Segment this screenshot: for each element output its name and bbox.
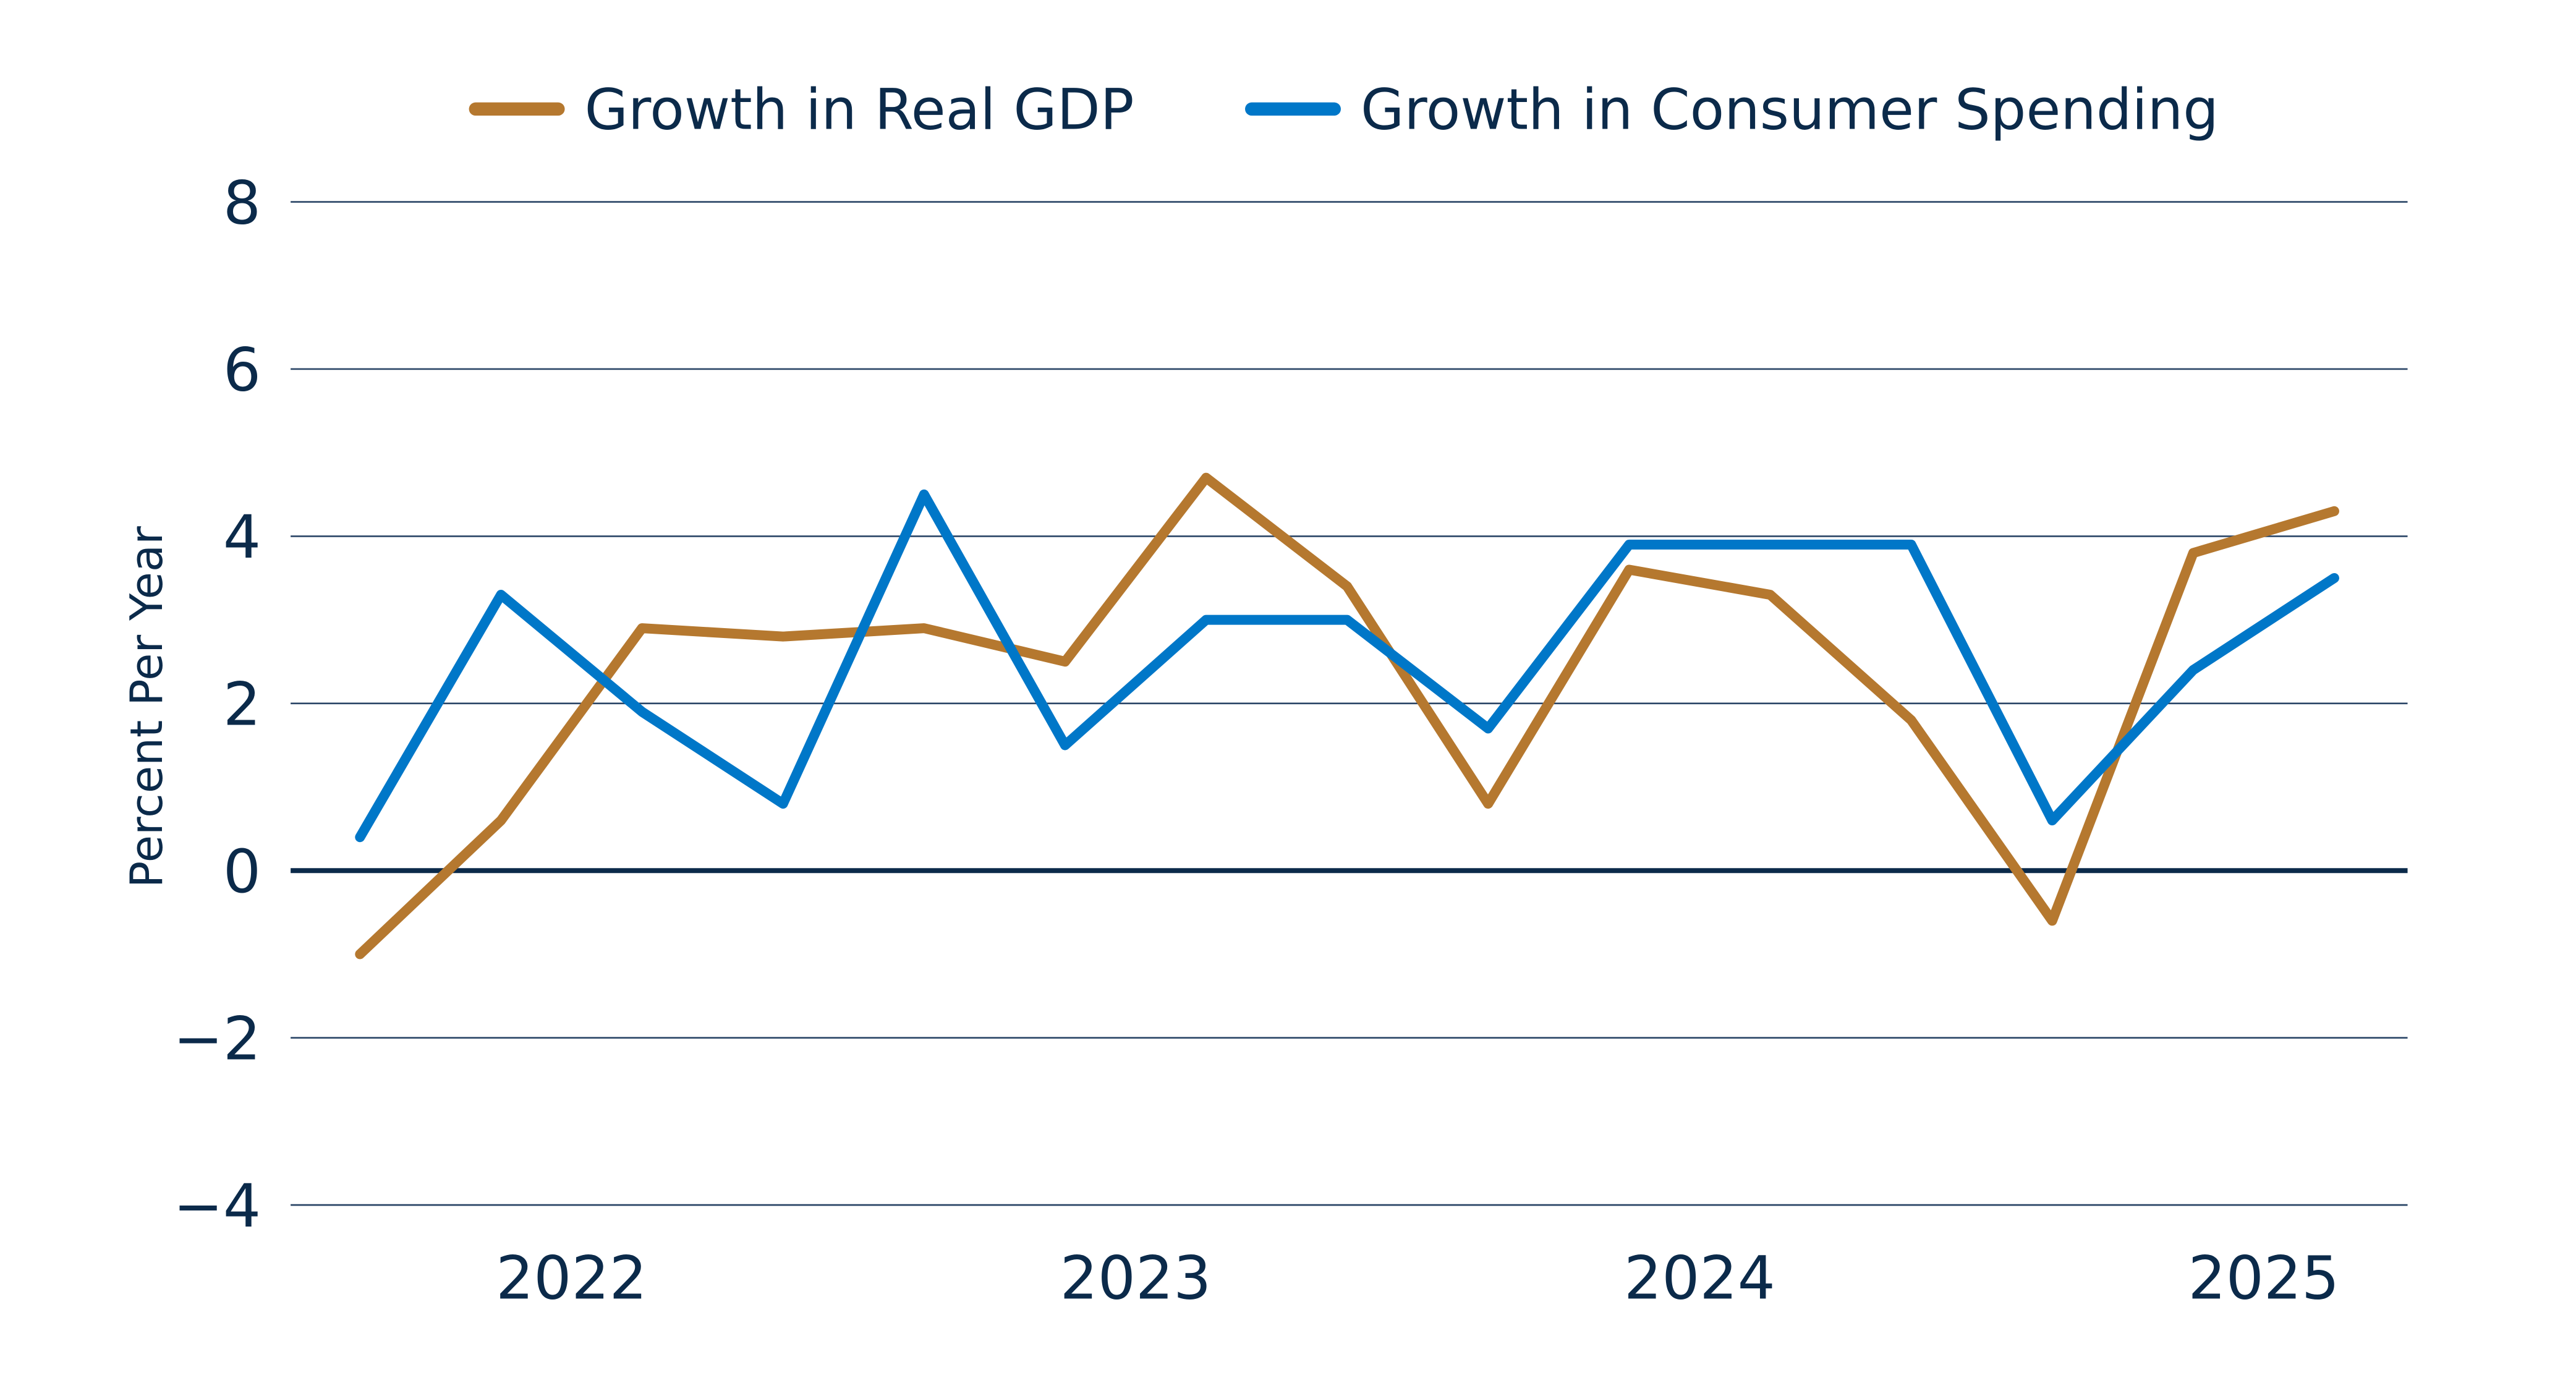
y-tick-label: −2 [173, 1004, 261, 1073]
data-point [1629, 569, 1630, 570]
y-tick-label: −4 [173, 1172, 261, 1241]
y-tick-label: 4 [223, 503, 261, 572]
data-point [1205, 477, 1207, 479]
x-tick-label: 2023 [1060, 1243, 1212, 1312]
data-point [1346, 586, 1348, 587]
x-tick-label: 2024 [1624, 1243, 1775, 1312]
y-tick-label: 8 [223, 168, 261, 237]
data-point [1065, 745, 1066, 746]
gridlines [291, 201, 2408, 1206]
x-tick-labels: 2022 2023 2024 2025 [496, 1243, 2339, 1312]
x-tick-label: 2025 [2188, 1243, 2340, 1312]
series-line-spending [355, 489, 2339, 843]
legend-label-spending: Growth in Consumer Spending [1361, 77, 2219, 142]
data-point [924, 627, 925, 629]
data-point [1205, 619, 1207, 620]
series-lines [355, 472, 2339, 959]
y-tick-labels: 8 6 4 2 0 −2 −4 [173, 168, 261, 1241]
y-tick-label: 2 [223, 670, 261, 739]
data-point [1487, 728, 1489, 729]
data-point [2334, 577, 2335, 579]
y-axis-label: Percent Per Year [121, 526, 173, 888]
y-tick-label: 0 [223, 837, 261, 906]
data-point [2334, 511, 2335, 512]
legend: Growth in Real GDP Growth in Consumer Sp… [469, 77, 2219, 142]
x-tick-label: 2022 [496, 1243, 647, 1312]
data-point [1346, 619, 1348, 620]
legend-label-gdp: Growth in Real GDP [585, 77, 1134, 142]
data-point [1065, 661, 1066, 662]
y-tick-label: 6 [223, 336, 261, 405]
